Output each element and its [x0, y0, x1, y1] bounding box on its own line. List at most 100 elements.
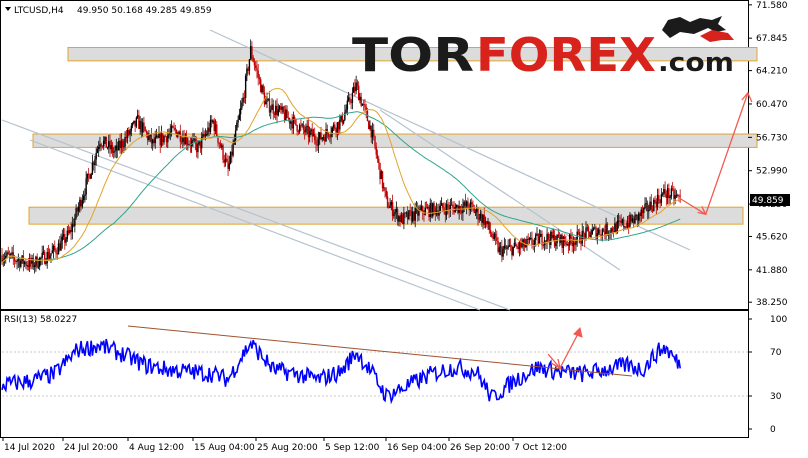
candle-body [174, 127, 177, 130]
candle-body [673, 189, 675, 199]
candle-body [5, 255, 7, 259]
candle-body [444, 210, 447, 216]
candle-body [302, 124, 305, 130]
candle-body [119, 140, 121, 149]
collapse-triangle-icon[interactable] [5, 7, 11, 11]
candle-body [616, 220, 619, 233]
candle-body [627, 222, 630, 227]
candle-body [507, 246, 509, 249]
candle-body [626, 222, 629, 228]
candle-body [44, 251, 46, 264]
candle-body [414, 207, 416, 221]
candle-body [157, 135, 159, 138]
chart-header: LTCUSD,H4 49.950 50.168 49.285 49.859 [5, 6, 212, 16]
channel-line-1 [209, 29, 691, 251]
candle-body [478, 218, 480, 220]
candle-body [582, 230, 585, 234]
candle-body [295, 118, 297, 126]
candle-body [497, 240, 499, 252]
candle-body [96, 149, 99, 153]
candle-body [278, 106, 281, 110]
candle-body [365, 106, 367, 111]
candle-body [389, 205, 391, 208]
candle-body [20, 260, 22, 267]
candle-body [634, 215, 636, 224]
candle-body [194, 138, 197, 144]
candle-body [303, 129, 306, 133]
candle-body [72, 223, 75, 227]
candle-body [532, 244, 534, 246]
candle-body [209, 119, 212, 132]
candle-body [13, 257, 16, 261]
candle-body [199, 141, 202, 149]
candle-body [92, 162, 95, 166]
candle-body [3, 258, 6, 260]
candle-body [584, 233, 586, 240]
candle-body [292, 116, 295, 129]
candle-body [521, 244, 523, 248]
candle-body [334, 124, 336, 130]
candle-body [474, 211, 477, 213]
candle-body [185, 136, 188, 145]
candle-body [381, 171, 384, 189]
candle-body [371, 129, 374, 138]
candle-body [447, 204, 449, 208]
candle-body [545, 240, 547, 242]
candle-body [62, 234, 65, 237]
candle-body [619, 220, 621, 222]
candle-body [560, 234, 562, 243]
candle-body [450, 204, 453, 206]
candle-body [324, 137, 326, 142]
candle-body [514, 242, 517, 247]
candle-body [570, 234, 572, 240]
candle-body [525, 244, 527, 248]
candle-body [45, 263, 47, 265]
candle-body [10, 253, 12, 255]
candle-body [547, 233, 550, 240]
candle-body [390, 201, 393, 206]
candle-body [275, 105, 277, 115]
candle-body [84, 194, 86, 196]
candle-body [162, 133, 164, 143]
candle-body [291, 121, 293, 129]
candle-body [306, 125, 308, 127]
rsi-projection-arrow [547, 327, 583, 370]
candle-body [340, 115, 342, 120]
time-tick-label: 24 Jul 20:00 [64, 443, 118, 453]
price-tick-label: 38.250 [756, 298, 788, 308]
candle-body [462, 206, 464, 214]
candle-body [242, 97, 244, 103]
candle-body [356, 82, 359, 86]
candle-body [222, 145, 224, 160]
candle-body [422, 206, 424, 214]
candle-body [314, 133, 316, 141]
candle-body [606, 223, 609, 235]
candle-body [448, 207, 450, 211]
candle-body [149, 134, 151, 137]
projection-up-leg [705, 92, 749, 215]
candle-body [124, 136, 126, 147]
candle-body [556, 234, 558, 244]
candle-body [80, 199, 82, 207]
candle-body [641, 209, 644, 214]
time-tick-label: 25 Aug 20:00 [257, 443, 318, 453]
candle-body [257, 70, 259, 78]
candle-body [81, 200, 84, 207]
candle-body [239, 108, 242, 115]
candle-body [624, 226, 626, 228]
candle-body [368, 121, 370, 130]
candle-body [86, 173, 89, 179]
candle-body [154, 137, 156, 144]
candle-body [440, 203, 443, 206]
candle-body [251, 46, 253, 58]
candle-body [252, 57, 254, 62]
candle-body [508, 245, 511, 247]
candle-body [404, 212, 406, 214]
candle-body [460, 211, 463, 214]
candle-body [310, 129, 312, 132]
candle-body [635, 214, 637, 216]
candle-body [65, 238, 67, 243]
candle-body [27, 265, 30, 267]
candle-body [170, 126, 173, 132]
candle-body [351, 92, 354, 103]
